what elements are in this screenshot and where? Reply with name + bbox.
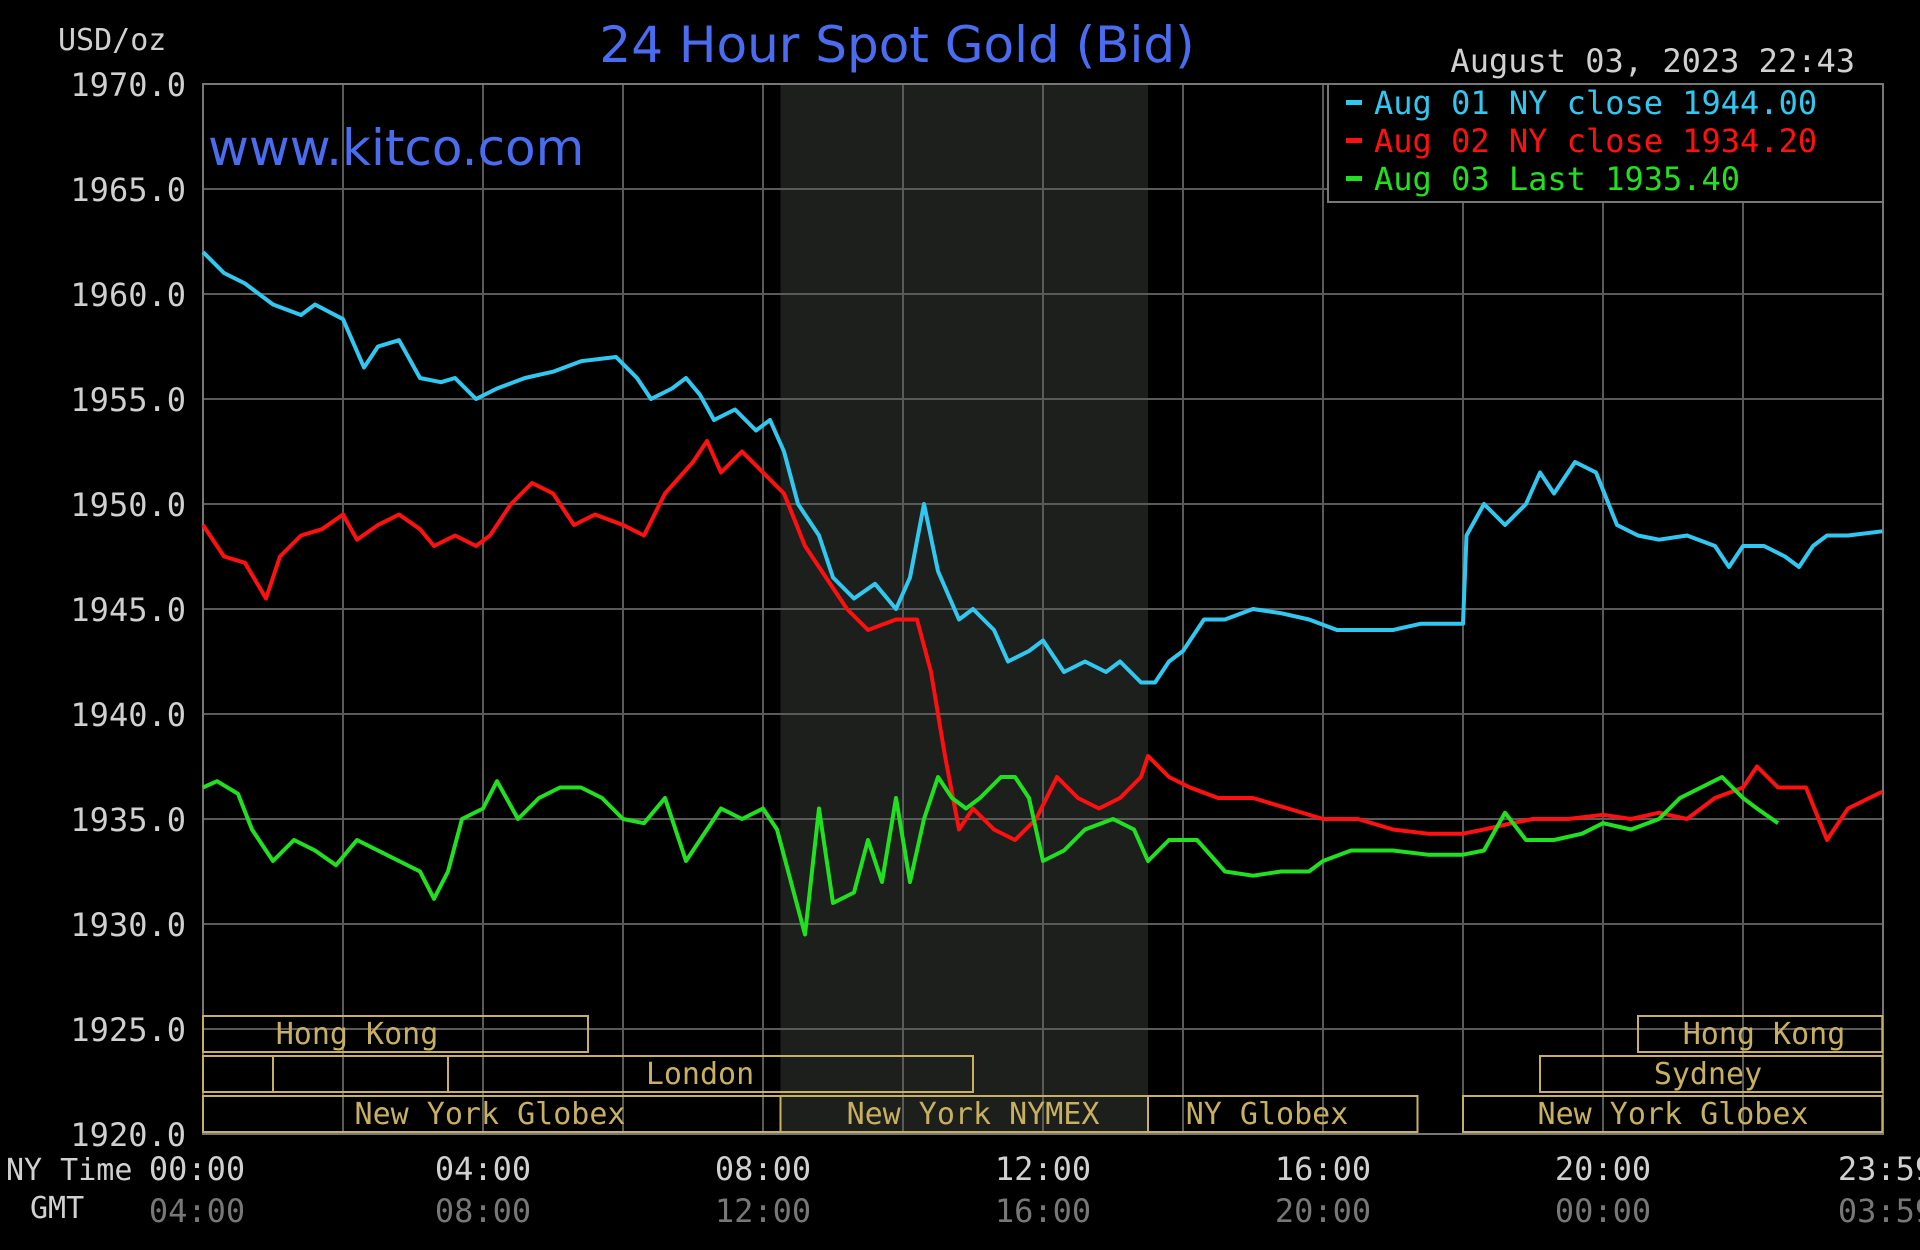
- session-box: [202, 1015, 589, 1053]
- x-row-label-ny: NY Time: [6, 1153, 132, 1188]
- x-tick-ny: 04:00: [435, 1150, 531, 1188]
- x-tick-gmt: 03:59: [1838, 1192, 1920, 1230]
- session-label: New York NYMEX: [847, 1097, 1100, 1132]
- x-tick-ny: 23:59: [1838, 1150, 1920, 1188]
- x-tick-ny: 20:00: [1555, 1150, 1651, 1188]
- y-tick-label: 1930.0: [70, 906, 186, 944]
- session-box: [447, 1055, 974, 1093]
- y-tick-label: 1945.0: [70, 591, 186, 629]
- series-layer: [201, 250, 1884, 937]
- y-tick-label: 1965.0: [70, 171, 186, 209]
- session-label: New York Globex: [355, 1097, 626, 1132]
- x-tick-gmt: 16:00: [995, 1192, 1091, 1230]
- y-tick-label: 1955.0: [70, 381, 186, 419]
- x-tick-ny: 12:00: [995, 1150, 1091, 1188]
- y-tick-label: 1970.0: [70, 66, 186, 104]
- y-tick-label: 1940.0: [70, 696, 186, 734]
- series-line-aug-02: [201, 439, 1884, 842]
- session-label: New York Globex: [1538, 1097, 1809, 1132]
- series-line-aug-01: [201, 250, 1883, 685]
- legend-box: [1327, 83, 1884, 203]
- x-row-label-gmt: GMT: [30, 1191, 84, 1226]
- axis-layer: 1970.0 1965.0 1960.0 1955.0 1950.0 1945.0 1940…: [6, 66, 1920, 1230]
- grid-layer: [202, 83, 1884, 1135]
- session-label: NY Globex: [1186, 1097, 1349, 1132]
- chart-title: 24 Hour Spot Gold (Bid): [599, 16, 1194, 74]
- x-tick-gmt: 20:00: [1275, 1192, 1371, 1230]
- plot-frame: [202, 83, 1884, 1135]
- x-tick-ny: 16:00: [1275, 1150, 1371, 1188]
- y-tick-label: 1950.0: [70, 486, 186, 524]
- x-tick-gmt: 04:00: [149, 1192, 245, 1230]
- session-box: [1462, 1095, 1884, 1133]
- session-box: [1147, 1095, 1419, 1133]
- session-box: [1539, 1055, 1884, 1093]
- y-tick-label: 1960.0: [70, 276, 186, 314]
- x-tick-gmt: 12:00: [715, 1192, 811, 1230]
- y-tick-label: 1920.0: [70, 1116, 186, 1154]
- x-tick-ny: 00:00: [149, 1150, 245, 1188]
- legend-swatch: [1346, 100, 1362, 105]
- legend-swatch: [1346, 138, 1362, 143]
- x-tick-gmt: 08:00: [435, 1192, 531, 1230]
- legend-swatch: [1346, 176, 1362, 181]
- watermark: www.kitco.com: [208, 119, 584, 177]
- session-label: Hong Kong: [1683, 1017, 1846, 1052]
- legend-entry: Aug 01 NY close 1944.00: [1374, 84, 1817, 122]
- session-label: Hong Kong: [276, 1017, 439, 1052]
- session-layer: Hong Kong London New York Globex New York N…: [202, 1015, 1884, 1133]
- x-tick-gmt: 00:00: [1555, 1192, 1651, 1230]
- timestamp: August 03, 2023 22:43: [1450, 42, 1855, 80]
- unit-label: USD/oz: [58, 23, 166, 58]
- session-box: [1637, 1015, 1884, 1053]
- x-tick-ny: 08:00: [715, 1150, 811, 1188]
- legend-entry: Aug 03 Last 1935.40: [1374, 160, 1740, 198]
- series-line-aug-03: [202, 775, 1780, 937]
- y-tick-label: 1925.0: [70, 1011, 186, 1049]
- legend-entry: Aug 02 NY close 1934.20: [1374, 122, 1817, 160]
- y-tick-label: 1935.0: [70, 801, 186, 839]
- session-label: Sydney: [1654, 1057, 1762, 1092]
- session-label: London: [646, 1057, 754, 1092]
